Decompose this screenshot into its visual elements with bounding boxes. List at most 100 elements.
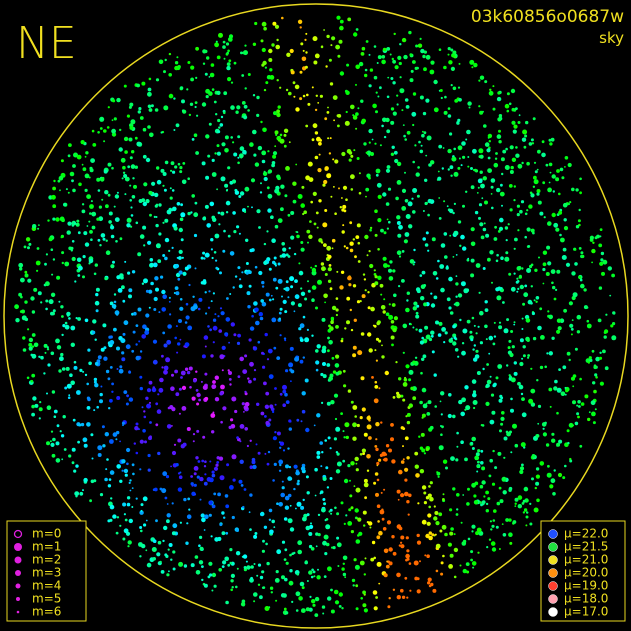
star (244, 390, 247, 394)
star (337, 565, 340, 567)
star (301, 391, 306, 396)
star (284, 392, 288, 397)
star (28, 337, 34, 343)
star (428, 485, 431, 488)
star (494, 157, 498, 160)
star (409, 53, 413, 57)
star (479, 222, 484, 227)
star (547, 187, 552, 193)
star (128, 481, 131, 484)
star (173, 226, 178, 231)
star (350, 328, 354, 332)
star (266, 358, 270, 361)
star (461, 350, 466, 356)
star (498, 140, 502, 144)
star (212, 292, 215, 295)
star (276, 431, 281, 436)
star (363, 142, 367, 146)
star (115, 438, 118, 441)
star (110, 497, 113, 500)
star (90, 200, 93, 203)
star (307, 102, 311, 106)
star (508, 518, 512, 522)
star (305, 124, 309, 128)
star (478, 148, 484, 154)
star (447, 53, 450, 56)
star (536, 192, 540, 196)
star (188, 366, 193, 371)
star (271, 410, 275, 414)
star (230, 105, 235, 110)
star (553, 222, 559, 228)
star (158, 232, 162, 236)
star (342, 224, 345, 227)
star (234, 275, 238, 278)
star (383, 298, 386, 301)
star (456, 493, 460, 497)
star (256, 402, 260, 406)
star (258, 226, 261, 229)
star (236, 436, 240, 440)
star (211, 473, 216, 478)
star (214, 313, 217, 316)
brightness-label: μ=21.5 (564, 540, 608, 554)
star (322, 183, 326, 187)
star (324, 439, 328, 442)
star (335, 44, 340, 50)
star (203, 335, 209, 340)
star (548, 387, 553, 392)
star (283, 128, 289, 133)
star (433, 505, 436, 508)
star (56, 345, 62, 350)
star (176, 256, 179, 259)
star (495, 525, 499, 529)
star (204, 460, 207, 464)
star (457, 145, 463, 151)
star (576, 314, 582, 320)
star (51, 194, 56, 200)
star (152, 262, 158, 268)
star (524, 284, 528, 288)
star (500, 157, 505, 162)
star (31, 310, 36, 314)
star (419, 340, 424, 345)
star (313, 222, 317, 226)
star (396, 215, 401, 220)
star (487, 257, 491, 262)
star (499, 429, 502, 433)
star (564, 156, 569, 160)
star (209, 573, 213, 577)
star (111, 304, 117, 309)
star (435, 543, 441, 549)
star (414, 464, 419, 469)
star (96, 405, 99, 409)
star (311, 568, 314, 572)
star (479, 501, 482, 504)
star (283, 287, 286, 290)
star (315, 211, 319, 215)
star (395, 196, 399, 201)
star (265, 292, 270, 297)
star (227, 563, 231, 567)
star (408, 378, 412, 382)
star (274, 387, 277, 390)
star (486, 363, 489, 366)
star (496, 501, 501, 506)
star (390, 152, 395, 156)
star (444, 331, 448, 335)
star (25, 237, 31, 242)
star (550, 137, 555, 142)
star (121, 421, 125, 425)
star (319, 94, 323, 98)
star (171, 246, 174, 249)
star (297, 479, 300, 483)
star (315, 368, 319, 372)
star (558, 192, 561, 196)
star (399, 76, 402, 79)
star (66, 230, 71, 235)
star (415, 287, 421, 292)
magnitude-marker (16, 597, 20, 601)
star (332, 158, 335, 161)
star (489, 419, 495, 425)
star (76, 154, 82, 160)
